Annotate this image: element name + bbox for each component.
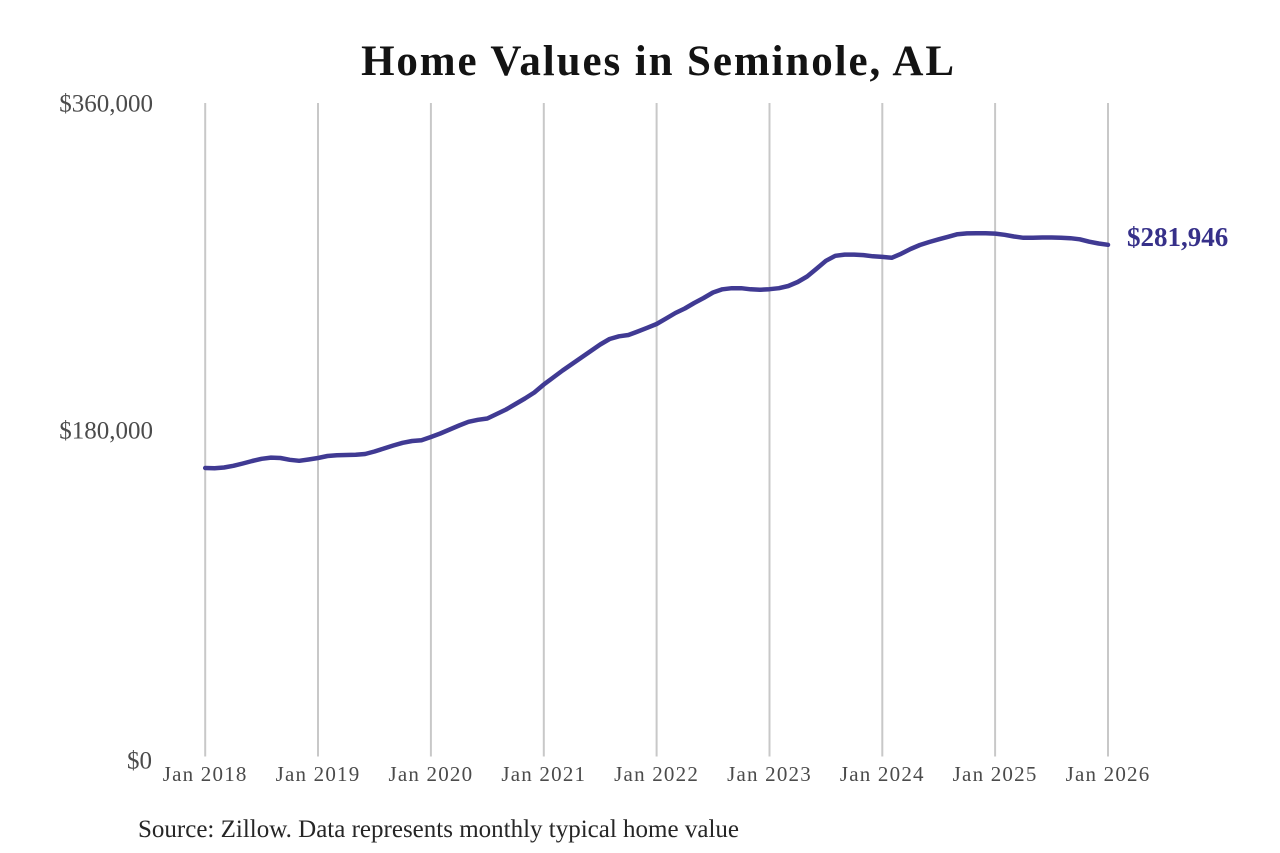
svg-text:Jan 2018: Jan 2018 bbox=[163, 762, 248, 786]
svg-text:Home Values in Seminole, AL: Home Values in Seminole, AL bbox=[361, 38, 956, 85]
svg-text:Jan 2024: Jan 2024 bbox=[840, 762, 925, 786]
svg-text:$281,946: $281,946 bbox=[1127, 222, 1228, 252]
svg-text:Jan 2022: Jan 2022 bbox=[614, 762, 699, 786]
svg-text:$180,000: $180,000 bbox=[59, 418, 153, 445]
svg-text:$0: $0 bbox=[127, 748, 152, 775]
svg-text:Jan 2019: Jan 2019 bbox=[276, 762, 361, 786]
svg-text:Jan 2020: Jan 2020 bbox=[388, 762, 473, 786]
svg-text:Jan 2023: Jan 2023 bbox=[727, 762, 812, 786]
svg-text:Jan 2021: Jan 2021 bbox=[501, 762, 586, 786]
svg-text:Jan 2026: Jan 2026 bbox=[1066, 762, 1151, 786]
svg-text:Jan 2025: Jan 2025 bbox=[953, 762, 1038, 786]
svg-text:Source: Zillow. Data represent: Source: Zillow. Data represents monthly … bbox=[138, 816, 739, 843]
svg-text:$360,000: $360,000 bbox=[59, 91, 153, 118]
